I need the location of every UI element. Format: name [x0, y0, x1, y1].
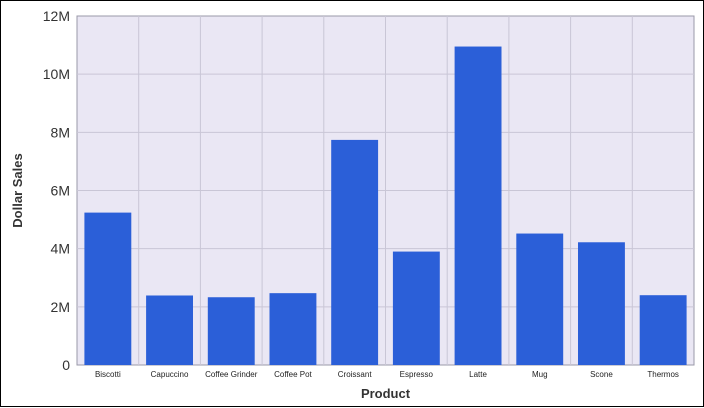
y-axis-ticks: 0 2M 4M 6M 8M 10M 12M: [43, 8, 70, 373]
y-tick-label: 12M: [43, 8, 70, 24]
x-tick-label: Espresso: [400, 370, 434, 379]
bar-thermos: [639, 295, 687, 365]
bar-coffee-pot: [269, 293, 317, 365]
x-tick-label: Scone: [590, 370, 613, 379]
y-tick-label: 0: [62, 357, 70, 373]
x-tick-label: Mug: [532, 370, 548, 379]
bar-latte: [454, 46, 502, 365]
y-tick-label: 6M: [51, 183, 70, 199]
x-tick-label: Thermos: [647, 370, 679, 379]
x-tick-label: Coffee Pot: [274, 370, 312, 379]
bar-espresso: [392, 251, 440, 365]
y-tick-label: 4M: [51, 241, 70, 257]
bar-coffee-grinder: [207, 297, 255, 365]
bar-capuccino: [146, 295, 193, 365]
y-tick-label: 10M: [43, 66, 70, 82]
bar-biscotti: [84, 212, 132, 365]
y-tick-label: 8M: [51, 124, 70, 140]
bar-croissant: [331, 139, 379, 365]
x-tick-label: Croissant: [338, 370, 373, 379]
bar-scone: [578, 242, 625, 365]
x-axis-ticks: Biscotti Capuccino Coffee Grinder Coffee Po…: [95, 370, 679, 379]
y-axis-title: Dollar Sales: [10, 153, 25, 227]
x-tick-label: Coffee Grinder: [205, 370, 258, 379]
x-tick-label: Capuccino: [151, 370, 189, 379]
bars: [84, 46, 687, 365]
x-axis-title: Product: [361, 386, 411, 401]
y-tick-label: 2M: [51, 299, 70, 315]
x-tick-label: Latte: [469, 370, 487, 379]
bar-mug: [516, 233, 564, 365]
x-tick-label: Biscotti: [95, 370, 121, 379]
